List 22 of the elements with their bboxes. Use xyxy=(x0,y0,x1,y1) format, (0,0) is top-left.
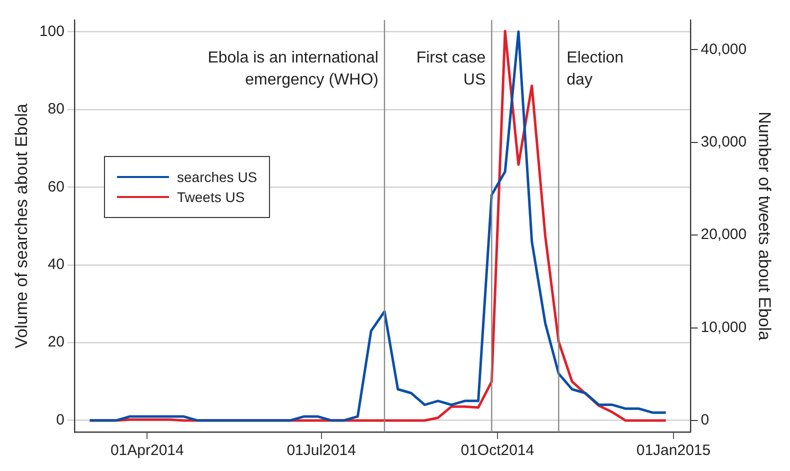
x-tick-label: 01Jul2014 xyxy=(286,442,356,460)
legend-label: Tweets US xyxy=(177,189,245,205)
y2-tick-label: 0 xyxy=(700,412,710,429)
y-axis-title: Volume of searches about Ebola xyxy=(12,103,31,348)
ref-line-label: Ebola is an international emergency (WHO) xyxy=(208,49,378,88)
x-tick-label: 01Jan2015 xyxy=(636,442,711,460)
ref-line-label: Election day xyxy=(566,49,624,88)
y-tick-label: 20 xyxy=(48,334,64,351)
y2-tick-label: 20,000 xyxy=(700,226,747,244)
y-tick-label: 40 xyxy=(48,256,64,274)
y-tick-label: 100 xyxy=(39,22,64,40)
y-tick-label: 80 xyxy=(48,100,64,118)
y-tick-label: 60 xyxy=(48,178,64,196)
y2-tick-label: 30,000 xyxy=(700,134,747,151)
y-tick-label: 0 xyxy=(56,411,64,428)
ref-line-label: First case US xyxy=(416,49,486,88)
y2-tick-label: 40,000 xyxy=(700,40,747,58)
x-tick-label: 01Apr2014 xyxy=(110,442,184,460)
y2-tick-label: 10,000 xyxy=(700,318,747,336)
y2-axis-title: Number of tweets about Ebola xyxy=(755,112,774,341)
legend-label: searches US xyxy=(177,169,258,185)
x-tick-label: 01Oct2014 xyxy=(460,442,534,460)
